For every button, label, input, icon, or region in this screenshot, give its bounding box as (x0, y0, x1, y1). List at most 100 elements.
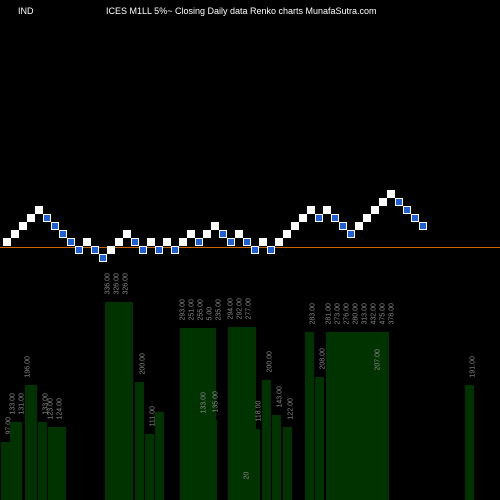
volume-bar (370, 378, 379, 500)
renko-brick (107, 246, 115, 254)
renko-brick (171, 246, 179, 254)
volume-label: 326.00 (123, 273, 130, 294)
volume-label: 378.00 (389, 303, 396, 324)
renko-brick (203, 230, 211, 238)
volume-bar (145, 434, 154, 500)
volume-bar (105, 302, 133, 500)
renko-brick (195, 238, 203, 246)
volume-label: 122.00 (287, 398, 294, 419)
renko-brick (251, 246, 259, 254)
renko-brick (227, 238, 235, 246)
renko-brick (43, 214, 51, 222)
volume-label: 208.00 (319, 348, 326, 369)
renko-brick (291, 222, 299, 230)
renko-brick (403, 206, 411, 214)
volume-label: 200.00 (139, 353, 146, 374)
volume-label: 196.00 (25, 356, 32, 377)
renko-brick (163, 238, 171, 246)
chart-title: ICES M1LL 5%~ Closing Daily data Renko c… (106, 6, 377, 16)
renko-brick (339, 222, 347, 230)
renko-brick (387, 190, 395, 198)
volume-label: 20 (243, 472, 250, 480)
volume-label: 123.00 (48, 398, 55, 419)
renko-brick (371, 206, 379, 214)
renko-brick (187, 230, 195, 238)
renko-brick (275, 238, 283, 246)
renko-brick (283, 230, 291, 238)
volume-bar (465, 385, 474, 500)
volume-label: 135.00 (212, 391, 219, 412)
volume-label: 143.00 (276, 386, 283, 407)
renko-brick (83, 238, 91, 246)
volume-bar (48, 427, 66, 500)
renko-brick (67, 238, 75, 246)
renko-brick (35, 206, 43, 214)
renko-brick (51, 222, 59, 230)
renko-brick (59, 230, 67, 238)
volume-bar (1, 442, 10, 500)
volume-label: 273.00 (335, 303, 342, 324)
volume-bar (239, 487, 248, 500)
renko-brick (139, 246, 147, 254)
volume-bar (196, 421, 205, 500)
volume-bar (315, 377, 324, 500)
volume-label: 251.00 (189, 299, 196, 320)
volume-bar (38, 422, 47, 500)
volume-label: 255.00 (198, 299, 205, 320)
volume-label: 292.00 (237, 298, 244, 319)
renko-brick (123, 230, 131, 238)
renko-brick (267, 246, 275, 254)
volume-bar (283, 427, 292, 500)
volume-label: 133.00 (200, 392, 207, 413)
renko-brick (243, 238, 251, 246)
volume-label: 118.00 (255, 401, 262, 422)
renko-brick (307, 206, 315, 214)
volume-bar (272, 415, 281, 500)
volume-label: 280.00 (353, 303, 360, 324)
volume-label: 277.00 (246, 298, 253, 319)
renko-brick (155, 246, 163, 254)
renko-brick (11, 230, 19, 238)
volume-bar (135, 382, 144, 500)
renko-brick (323, 206, 331, 214)
renko-brick (131, 238, 139, 246)
renko-brick (19, 222, 27, 230)
volume-label: 124.00 (57, 398, 64, 419)
renko-brick (363, 214, 371, 222)
renko-brick (147, 238, 155, 246)
renko-brick (211, 222, 219, 230)
renko-brick (91, 246, 99, 254)
renko-brick (27, 214, 35, 222)
renko-brick (219, 230, 227, 238)
volume-label: 293.00 (180, 299, 187, 320)
ind-label: IND (18, 6, 34, 16)
renko-brick (355, 222, 363, 230)
volume-label: 336.00 (105, 273, 112, 294)
renko-brick (3, 238, 11, 246)
volume-label: 326.00 (114, 273, 121, 294)
renko-brick (395, 198, 403, 206)
volume-bar (251, 429, 260, 500)
renko-brick (411, 214, 419, 222)
volume-label: 207.00 (374, 349, 381, 370)
renko-brick (299, 214, 307, 222)
renko-brick (99, 254, 107, 262)
volume-label: 191.00 (469, 356, 476, 377)
volume-label: 133.00 (10, 393, 17, 414)
renko-brick (179, 238, 187, 246)
volume-bar (155, 412, 164, 500)
volume-bar (305, 332, 314, 500)
volume-chart: 97.00133.00131.00196.00133.00123.00124.0… (0, 320, 500, 500)
volume-bar (262, 380, 271, 500)
volume-bar (10, 422, 22, 500)
renko-brick (379, 198, 387, 206)
volume-label: 475.00 (380, 303, 387, 324)
volume-label: 283.00 (309, 303, 316, 324)
volume-label: 200.00 (266, 351, 273, 372)
renko-brick (235, 230, 243, 238)
volume-label: 235.00 (216, 299, 223, 320)
renko-brick (347, 230, 355, 238)
renko-brick (75, 246, 83, 254)
volume-label: 281.00 (326, 303, 333, 324)
volume-label: 294.00 (228, 298, 235, 319)
